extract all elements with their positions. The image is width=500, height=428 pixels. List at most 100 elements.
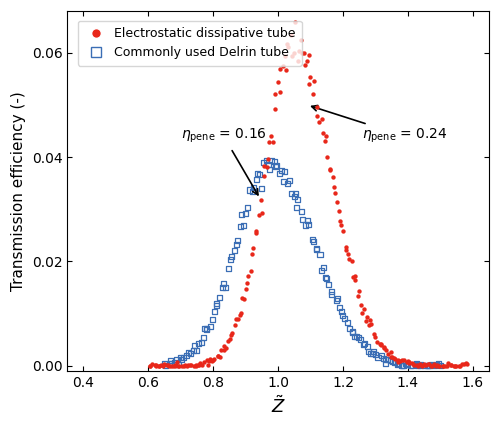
Point — [286, 177, 294, 184]
Point — [398, 357, 406, 363]
Point — [271, 158, 279, 165]
Point — [352, 333, 360, 340]
Point — [276, 170, 283, 177]
Point — [228, 253, 235, 260]
Point — [281, 168, 289, 175]
Point — [338, 312, 346, 319]
Point — [337, 308, 345, 315]
Point — [463, 361, 471, 368]
Point — [346, 325, 354, 332]
Point — [146, 363, 154, 369]
Point — [400, 363, 408, 369]
Point — [337, 221, 345, 228]
Point — [335, 208, 343, 215]
Point — [440, 363, 448, 369]
Point — [398, 362, 406, 369]
Point — [226, 336, 234, 342]
Point — [274, 79, 282, 86]
Point — [296, 36, 304, 43]
Point — [216, 294, 224, 301]
Point — [174, 359, 182, 366]
Point — [287, 190, 295, 197]
Point — [232, 315, 240, 322]
Point — [243, 280, 251, 287]
Point — [222, 344, 230, 351]
Point — [376, 341, 384, 348]
Point — [188, 361, 196, 368]
Point — [291, 190, 299, 197]
Point — [246, 187, 254, 193]
Point — [380, 355, 388, 362]
Point — [167, 357, 175, 364]
Point — [416, 361, 424, 368]
Point — [398, 362, 406, 369]
Point — [256, 196, 264, 203]
Point — [354, 288, 362, 295]
Point — [320, 264, 328, 271]
Point — [434, 363, 442, 369]
Point — [228, 330, 236, 337]
Point — [420, 362, 428, 369]
Point — [432, 361, 440, 368]
Point — [373, 338, 381, 345]
Point — [395, 360, 403, 367]
Point — [210, 355, 218, 362]
Point — [439, 363, 447, 369]
Point — [305, 221, 313, 228]
Point — [422, 362, 430, 369]
Point — [238, 295, 246, 302]
Point — [152, 361, 160, 368]
Point — [174, 361, 182, 368]
Point — [298, 49, 306, 56]
Point — [276, 89, 283, 96]
Point — [263, 163, 271, 170]
Point — [272, 163, 280, 170]
Point — [148, 361, 156, 368]
Point — [267, 132, 275, 139]
Point — [340, 227, 347, 234]
Point — [256, 171, 264, 178]
Point — [224, 338, 232, 345]
Point — [420, 363, 428, 369]
Point — [283, 180, 291, 187]
Point — [454, 363, 462, 369]
Point — [272, 162, 280, 169]
Point — [447, 361, 455, 368]
Point — [318, 115, 326, 122]
Point — [335, 304, 343, 311]
Point — [152, 363, 160, 369]
Point — [250, 184, 258, 190]
Point — [418, 363, 426, 369]
Point — [436, 362, 444, 369]
Point — [208, 316, 216, 323]
Point — [230, 247, 238, 254]
Point — [402, 360, 409, 367]
Point — [434, 360, 442, 367]
Point — [417, 361, 425, 368]
Point — [310, 78, 318, 85]
Point — [164, 361, 172, 368]
Point — [402, 359, 410, 366]
Point — [174, 363, 182, 369]
Point — [201, 325, 209, 332]
Point — [438, 362, 446, 369]
Point — [342, 247, 350, 253]
Point — [240, 296, 248, 303]
Point — [178, 363, 186, 369]
Point — [310, 238, 318, 244]
Point — [167, 363, 175, 369]
Point — [288, 52, 296, 59]
Point — [254, 211, 262, 218]
Point — [414, 361, 422, 368]
Point — [386, 357, 394, 364]
Text: $\eta_{\mathrm{pene}}$ = 0.16: $\eta_{\mathrm{pene}}$ = 0.16 — [181, 127, 266, 195]
Point — [344, 319, 351, 326]
Point — [220, 343, 228, 350]
Point — [411, 362, 419, 369]
Point — [150, 361, 158, 368]
Point — [262, 157, 270, 164]
Point — [365, 321, 373, 328]
Point — [184, 362, 192, 369]
Point — [390, 355, 398, 362]
Point — [425, 361, 433, 368]
